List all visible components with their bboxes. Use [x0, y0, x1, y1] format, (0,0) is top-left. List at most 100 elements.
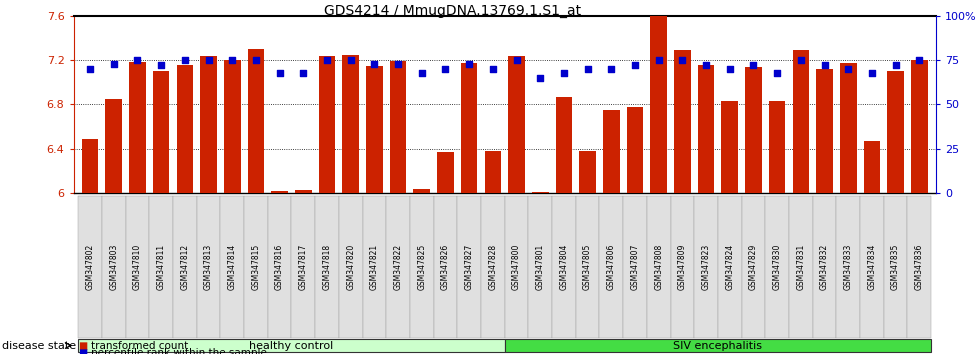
Point: [556, 70, 571, 75]
Bar: [840, 63, 857, 193]
Point: [746, 63, 761, 68]
Text: GSM347811: GSM347811: [157, 244, 166, 290]
Text: GSM347826: GSM347826: [441, 244, 450, 290]
Bar: [651, 16, 667, 193]
Point: [485, 66, 501, 72]
Bar: [129, 62, 146, 193]
Point: [816, 63, 832, 68]
Text: GSM347833: GSM347833: [844, 244, 853, 291]
Bar: [484, 151, 501, 193]
Text: GSM347834: GSM347834: [867, 244, 876, 291]
Point: [888, 63, 904, 68]
Text: GSM347825: GSM347825: [417, 244, 426, 290]
Bar: [887, 71, 904, 193]
Point: [532, 75, 548, 81]
Point: [129, 57, 145, 63]
Text: GSM347828: GSM347828: [488, 244, 498, 290]
Bar: [414, 188, 430, 193]
Text: GSM347818: GSM347818: [322, 244, 331, 290]
Point: [509, 57, 524, 63]
Text: GSM347807: GSM347807: [630, 244, 640, 291]
Text: ■: ■: [78, 341, 87, 350]
Text: GSM347817: GSM347817: [299, 244, 308, 290]
Text: SIV encephalitis: SIV encephalitis: [673, 341, 762, 350]
Text: GSM347805: GSM347805: [583, 244, 592, 291]
Bar: [81, 139, 98, 193]
Bar: [509, 56, 525, 193]
Text: GSM347831: GSM347831: [797, 244, 806, 290]
Text: GSM347827: GSM347827: [465, 244, 473, 290]
Text: GSM347832: GSM347832: [820, 244, 829, 290]
Bar: [437, 152, 454, 193]
Point: [367, 61, 382, 67]
Bar: [745, 67, 761, 193]
Point: [82, 66, 98, 72]
Text: ■: ■: [78, 348, 87, 354]
Point: [462, 61, 477, 67]
Bar: [224, 60, 240, 193]
Bar: [106, 99, 122, 193]
Point: [698, 63, 713, 68]
Bar: [721, 101, 738, 193]
Text: GSM347836: GSM347836: [914, 244, 924, 291]
Bar: [342, 55, 359, 193]
Point: [177, 57, 193, 63]
Bar: [863, 141, 880, 193]
Text: GSM347806: GSM347806: [607, 244, 615, 291]
Point: [414, 70, 429, 75]
Point: [248, 57, 264, 63]
Text: GSM347802: GSM347802: [85, 244, 95, 290]
Bar: [176, 64, 193, 193]
Point: [580, 66, 596, 72]
Bar: [603, 110, 619, 193]
Bar: [367, 66, 382, 193]
Bar: [793, 50, 809, 193]
Point: [911, 57, 927, 63]
Bar: [271, 191, 288, 193]
Text: GSM347814: GSM347814: [227, 244, 237, 290]
Text: GSM347823: GSM347823: [702, 244, 710, 290]
Bar: [911, 60, 928, 193]
Text: disease state: disease state: [2, 341, 76, 350]
Text: GSM347800: GSM347800: [512, 244, 521, 291]
Point: [793, 57, 808, 63]
Point: [319, 57, 335, 63]
Bar: [295, 190, 312, 193]
Text: healthy control: healthy control: [249, 341, 333, 350]
Bar: [698, 64, 714, 193]
Bar: [200, 56, 217, 193]
Bar: [674, 50, 691, 193]
Text: GSM347830: GSM347830: [772, 244, 782, 291]
Bar: [153, 71, 170, 193]
Text: GSM347809: GSM347809: [678, 244, 687, 291]
Point: [390, 61, 406, 67]
Point: [769, 70, 785, 75]
Point: [604, 66, 619, 72]
Point: [864, 70, 880, 75]
Point: [722, 66, 738, 72]
Text: GSM347813: GSM347813: [204, 244, 213, 290]
Text: GSM347815: GSM347815: [252, 244, 261, 290]
Bar: [769, 101, 785, 193]
Bar: [532, 192, 549, 193]
Bar: [248, 49, 265, 193]
Point: [153, 63, 169, 68]
Point: [106, 61, 122, 67]
Text: GSM347829: GSM347829: [749, 244, 758, 290]
Bar: [461, 63, 477, 193]
Bar: [556, 97, 572, 193]
Point: [651, 57, 666, 63]
Point: [841, 66, 857, 72]
Text: GSM347808: GSM347808: [655, 244, 663, 290]
Text: GSM347801: GSM347801: [536, 244, 545, 290]
Point: [271, 70, 287, 75]
Text: GDS4214 / MmugDNA.13769.1.S1_at: GDS4214 / MmugDNA.13769.1.S1_at: [324, 4, 581, 18]
Point: [438, 66, 454, 72]
Text: GSM347835: GSM347835: [891, 244, 900, 291]
Text: GSM347810: GSM347810: [133, 244, 142, 290]
Text: percentile rank within the sample: percentile rank within the sample: [91, 348, 267, 354]
Text: GSM347816: GSM347816: [275, 244, 284, 290]
Point: [201, 57, 217, 63]
Text: GSM347822: GSM347822: [394, 244, 403, 290]
Text: transformed count: transformed count: [91, 341, 188, 350]
